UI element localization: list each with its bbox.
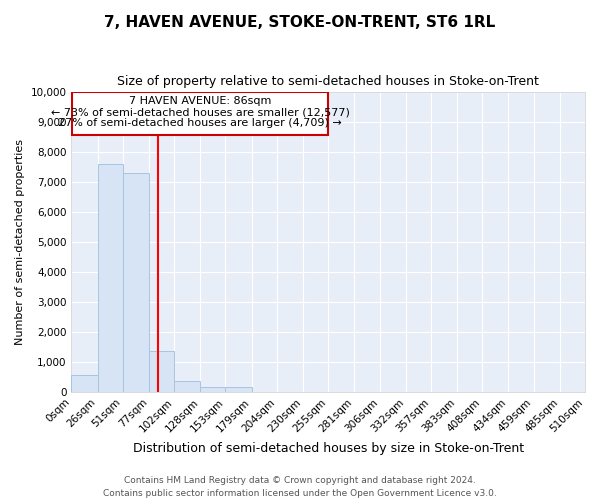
Bar [71, 376, 98, 392]
Text: 27% of semi-detached houses are larger (4,709) →: 27% of semi-detached houses are larger (… [58, 118, 342, 128]
Bar [226, 388, 251, 392]
Bar [98, 164, 123, 392]
Text: 7 HAVEN AVENUE: 86sqm: 7 HAVEN AVENUE: 86sqm [129, 96, 272, 106]
Text: Contains HM Land Registry data © Crown copyright and database right 2024.
Contai: Contains HM Land Registry data © Crown c… [103, 476, 497, 498]
Y-axis label: Number of semi-detached properties: Number of semi-detached properties [15, 139, 25, 345]
X-axis label: Distribution of semi-detached houses by size in Stoke-on-Trent: Distribution of semi-detached houses by … [133, 442, 524, 455]
Bar [200, 386, 226, 392]
Title: Size of property relative to semi-detached houses in Stoke-on-Trent: Size of property relative to semi-detach… [117, 75, 539, 88]
Text: ← 73% of semi-detached houses are smaller (12,577): ← 73% of semi-detached houses are smalle… [51, 108, 350, 118]
Bar [123, 173, 149, 392]
Text: 7, HAVEN AVENUE, STOKE-ON-TRENT, ST6 1RL: 7, HAVEN AVENUE, STOKE-ON-TRENT, ST6 1RL [104, 15, 496, 30]
Bar [174, 382, 200, 392]
Bar [149, 352, 174, 392]
Bar [73, 92, 328, 136]
